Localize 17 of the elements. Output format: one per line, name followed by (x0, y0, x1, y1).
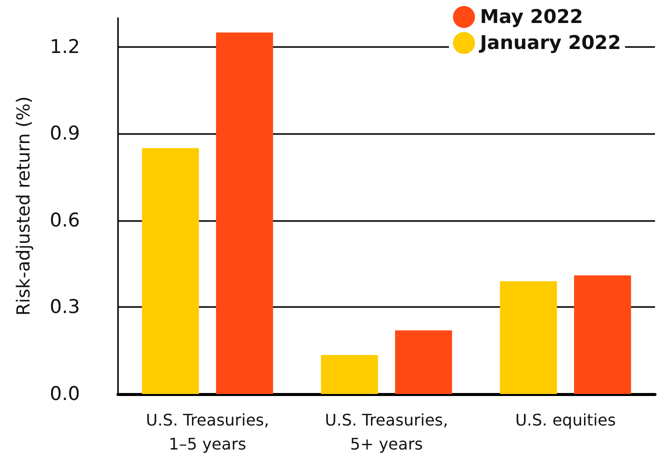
y-tick-label: 1.2 (50, 36, 80, 58)
y-tick-label: 0.3 (50, 296, 80, 318)
bar (395, 330, 452, 394)
legend-label: May 2022 (480, 6, 584, 28)
y-tick-label: 0.6 (50, 209, 80, 232)
bar (320, 354, 378, 394)
x-tick-label: U.S. Treasuries, 1–5 years (146, 410, 270, 454)
bar (500, 281, 557, 394)
bar (574, 275, 632, 394)
x-tick-label: U.S. equities (515, 410, 616, 430)
y-tick-label: 0.0 (50, 383, 80, 405)
legend-label: January 2022 (478, 32, 621, 54)
bar (142, 148, 199, 394)
y-axis-title: Risk-adjusted return (%) (14, 96, 34, 316)
y-tick-label: 0.9 (50, 122, 80, 145)
bar (216, 32, 274, 394)
x-tick-label: U.S. Treasuries, 5+ years (324, 410, 448, 454)
